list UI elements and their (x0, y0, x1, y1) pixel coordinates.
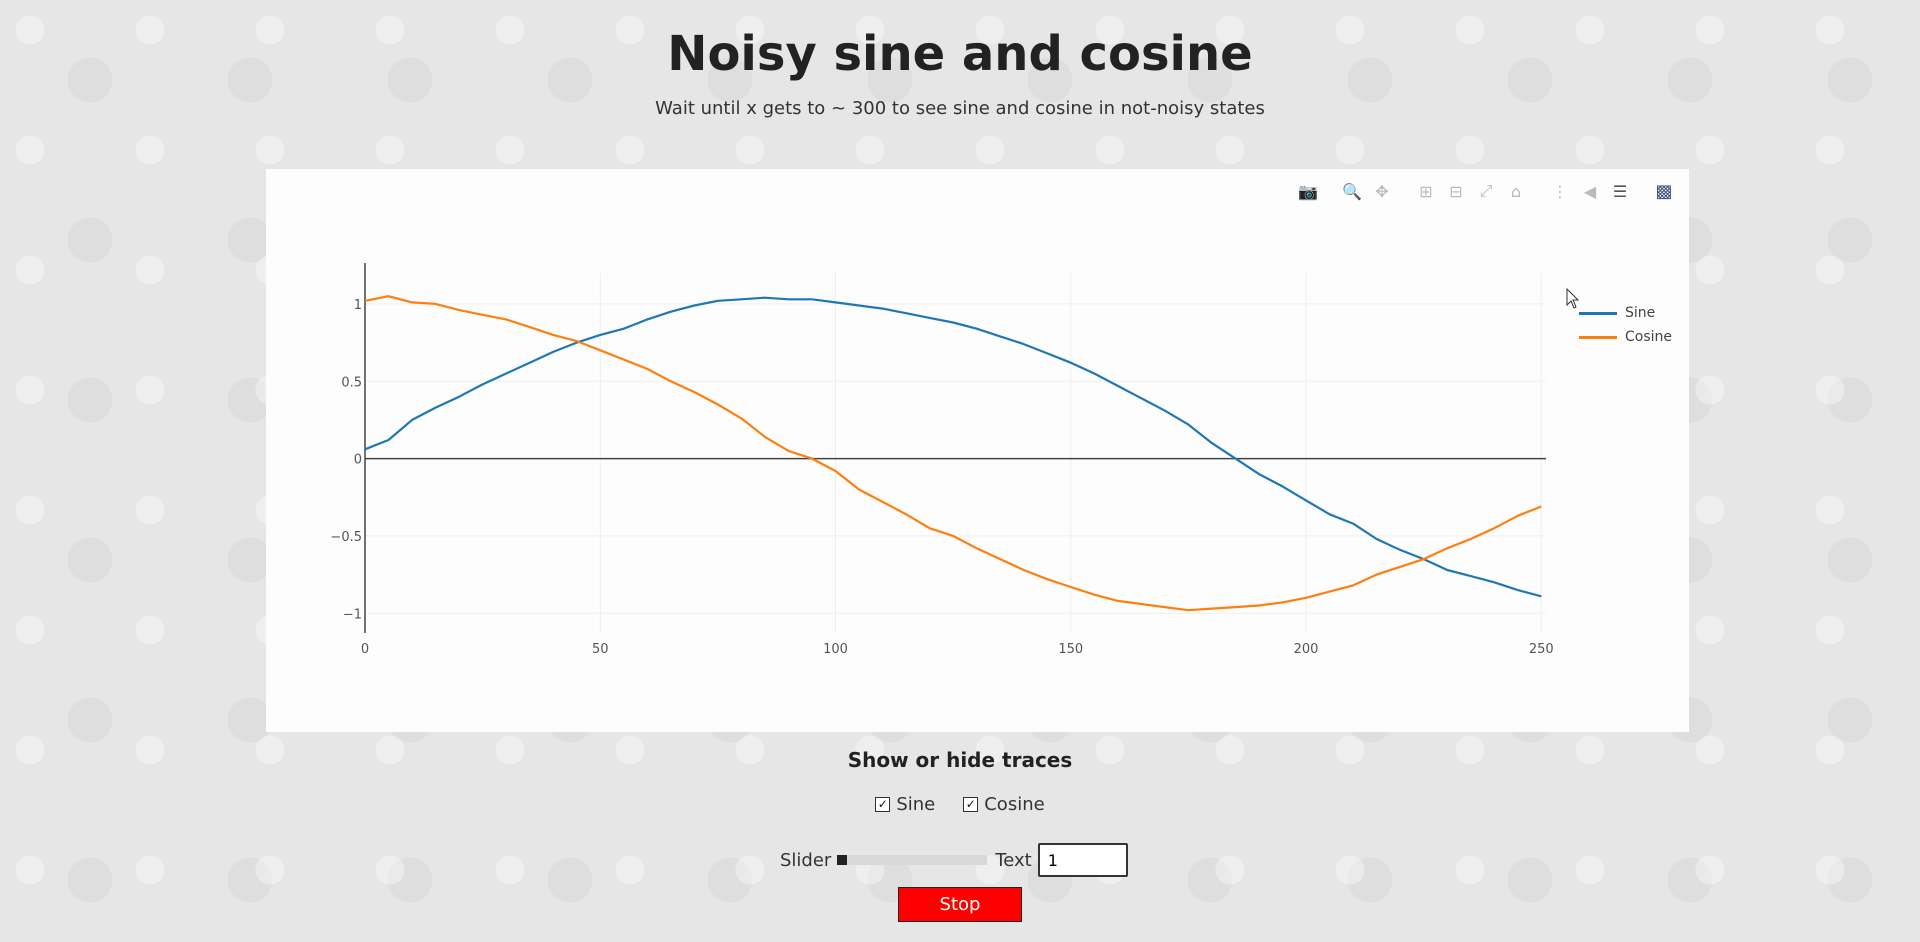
controls-title: Show or hide traces (847, 748, 1073, 772)
legend-label-cosine: Cosine (1625, 329, 1673, 345)
autoscale-icon[interactable]: ⤢ (1479, 181, 1493, 200)
page-subtitle: Wait until x gets to ~ 300 to see sine a… (655, 98, 1265, 119)
slider-handle[interactable] (837, 855, 848, 865)
zoom-out-icon[interactable]: ⊟ (1449, 181, 1463, 201)
legend-label-sine: Sine (1625, 305, 1656, 321)
hover-compare-icon[interactable]: ☰ (1612, 181, 1628, 201)
modebar: 📷 🔍 ✥ ⊞ ⊟ ⤢ ⌂ ⋮ ◀ ☰ ▩ (1295, 179, 1677, 203)
sine-checkbox-label: Sine (896, 794, 936, 815)
text-label: Text (995, 849, 1032, 871)
page-title: Noisy sine and cosine (667, 26, 1253, 82)
legend-item-cosine[interactable]: Cosine (1579, 325, 1672, 349)
slider-row: Slider Text (780, 843, 1128, 877)
cosine-checkbox[interactable]: ✓ Cosine (963, 794, 1045, 815)
stop-button[interactable]: Stop (898, 887, 1022, 922)
series-lines (364, 295, 1542, 612)
y-tick-labels: −1 −0.5 0 0.5 1 (330, 298, 362, 622)
zoom-in-icon[interactable]: ⊞ (1419, 181, 1433, 201)
series-line-sine (364, 296, 1542, 598)
legend: Sine Cosine (1579, 301, 1672, 349)
slider-track[interactable] (837, 855, 988, 865)
series-line-cosine (364, 295, 1542, 612)
y-tick-label: 0.5 (341, 375, 362, 390)
cosine-checkbox-label: Cosine (984, 794, 1045, 815)
x-tick-label: 100 (823, 642, 848, 657)
legend-swatch-sine (1579, 311, 1617, 315)
mouse-cursor-icon (1566, 288, 1580, 309)
plotly-logo-icon[interactable]: ▩ (1655, 180, 1673, 202)
text-input[interactable] (1037, 843, 1128, 877)
sine-checkbox-box[interactable]: ✓ (875, 797, 891, 812)
x-tick-labels: 0 50 100 150 200 250 (361, 642, 1554, 657)
cosine-checkbox-box[interactable]: ✓ (963, 797, 979, 812)
x-tick-label: 0 (361, 642, 369, 657)
slider-label: Slider (780, 849, 832, 871)
x-tick-label: 50 (592, 642, 609, 657)
zoom-icon[interactable]: 🔍 (1342, 181, 1362, 201)
trace-checkboxes: ✓ Sine ✓ Cosine (0, 794, 1920, 815)
axes (364, 263, 1546, 633)
y-tick-label: 1 (354, 298, 362, 313)
spike-lines-icon[interactable]: ⋮ (1552, 181, 1568, 201)
camera-icon[interactable]: 📷 (1298, 181, 1318, 201)
chart-svg: 0 50 100 150 200 250 −1 −0.5 0 0.5 1 (330, 263, 1554, 657)
x-tick-label: 150 (1058, 642, 1083, 657)
hover-closest-icon[interactable]: ◀ (1583, 181, 1597, 201)
legend-item-sine[interactable]: Sine (1579, 301, 1672, 325)
y-tick-label: 0 (354, 453, 362, 468)
reset-axes-icon[interactable]: ⌂ (1510, 181, 1522, 201)
pan-icon[interactable]: ✥ (1375, 181, 1389, 201)
legend-swatch-cosine (1579, 335, 1617, 339)
sine-checkbox[interactable]: ✓ Sine (875, 794, 935, 815)
x-tick-label: 200 (1294, 642, 1319, 657)
y-tick-label: −0.5 (330, 530, 362, 545)
y-tick-label: −1 (343, 607, 362, 622)
plot-container: 📷 🔍 ✥ ⊞ ⊟ ⤢ ⌂ ⋮ ◀ ☰ ▩ 0 50 100 150 200 250 −1… (266, 169, 1689, 732)
x-tick-label: 250 (1529, 642, 1554, 657)
